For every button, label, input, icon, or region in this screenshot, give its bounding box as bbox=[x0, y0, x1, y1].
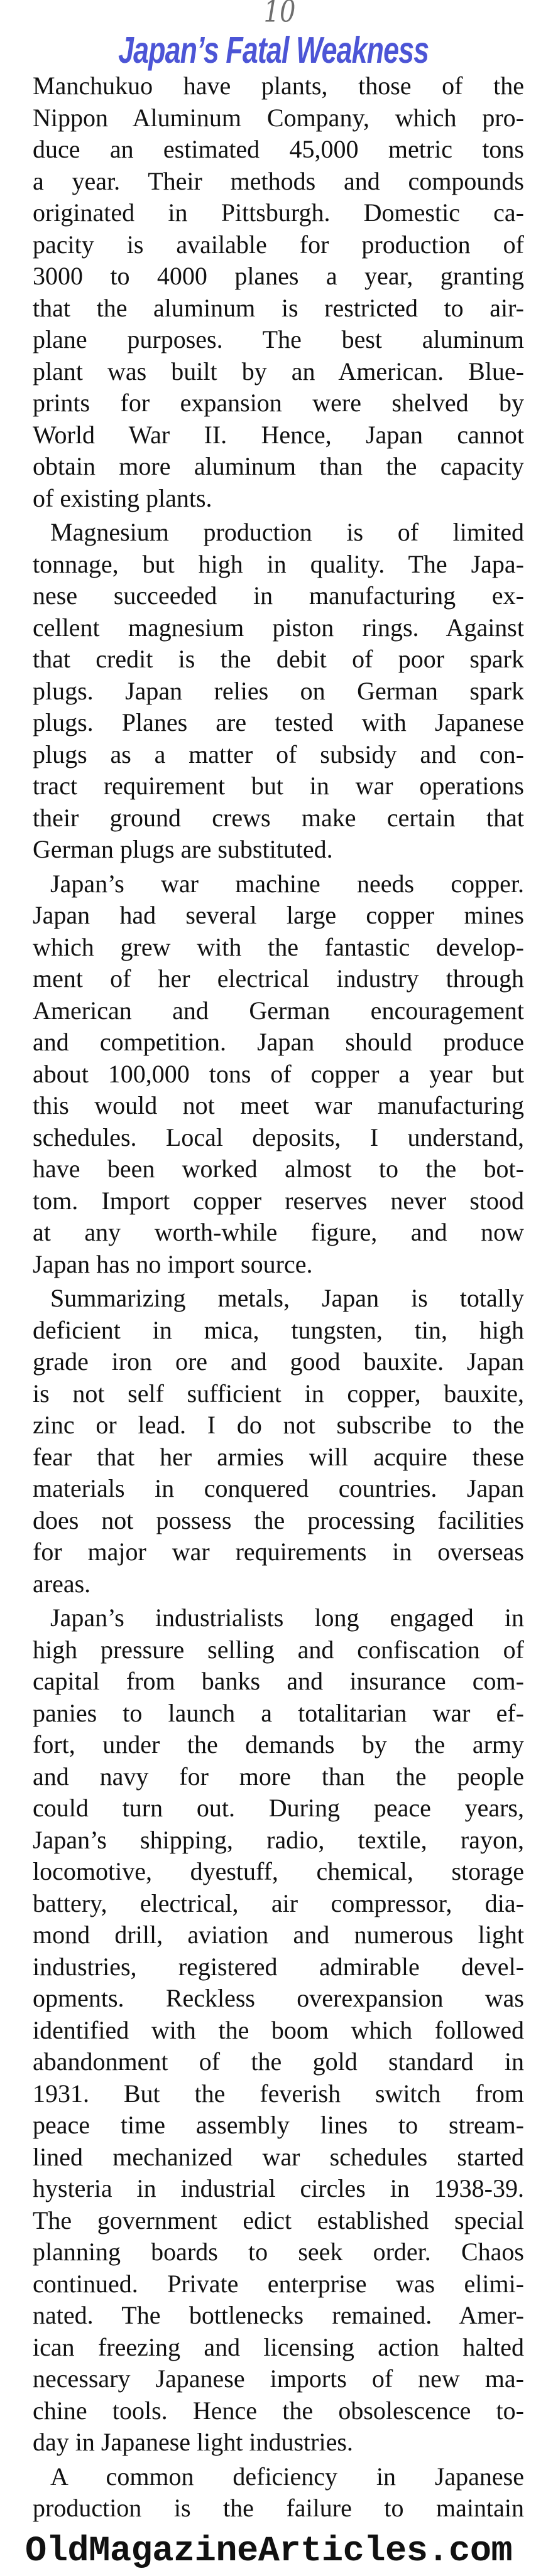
text-line: is not self sufficient in copper, bauxit… bbox=[33, 1379, 524, 1408]
text-line: and competition. Japan should produce bbox=[33, 1028, 524, 1056]
text-line: prints for expansion were shelved by bbox=[33, 389, 524, 417]
text-line: about 100,000 tons of copper a year but bbox=[33, 1059, 524, 1088]
text-line: locomotive, dyestuff, chemical, storage bbox=[33, 1857, 524, 1885]
text-line: Japan had several large copper mines bbox=[33, 901, 524, 929]
text-line: cellent magnesium piston rings. Against bbox=[33, 613, 524, 642]
text-line: battery, electrical, air compressor, dia… bbox=[33, 1889, 524, 1917]
paragraph: Manchukuo have plants, those of the Nippo… bbox=[33, 70, 524, 514]
text-line: Nippon Aluminum Company, which pro- bbox=[33, 103, 524, 132]
text-line: a year. Their methods and compounds bbox=[33, 166, 524, 195]
text-line: high pressure selling and confiscation o… bbox=[33, 1635, 524, 1664]
paragraph: Summarizing metals, Japan is totally defi… bbox=[33, 1283, 524, 1600]
text-line: opments. Reckless overexpansion was bbox=[33, 1984, 524, 2012]
text-line: that the aluminum is restricted to air- bbox=[33, 293, 524, 322]
text-line: Summarizing metals, Japan is totally bbox=[50, 1284, 524, 1312]
text-line: for major war requirements in overseas bbox=[33, 1538, 524, 1566]
text-line: planning boards to seek order. Chaos bbox=[33, 2238, 524, 2266]
paragraph: A common deficiency in Japanese productio… bbox=[33, 2461, 524, 2525]
text-line: Japan has no import source. bbox=[33, 1249, 313, 1278]
text-line: schedules. Local deposits, I understand, bbox=[33, 1123, 524, 1151]
text-line: pacity is available for production of bbox=[33, 230, 524, 259]
text-line: Japan’s war machine needs copper. bbox=[50, 869, 524, 898]
text-line: ican freezing and licensing action halte… bbox=[33, 2332, 524, 2361]
page-number: 10 bbox=[263, 0, 296, 30]
text-line: obtain more aluminum than the capacity bbox=[33, 452, 524, 480]
text-line: duce an estimated 45,000 metric tons bbox=[33, 135, 524, 163]
text-line: which grew with the fantastic develop- bbox=[33, 932, 524, 961]
text-line: chine tools. Hence the obsolescence to- bbox=[33, 2396, 524, 2425]
text-line: plane purposes. The best aluminum bbox=[33, 325, 524, 353]
text-line: does not possess the processing faciliti… bbox=[33, 1506, 524, 1534]
text-line: industries, registered admirable devel- bbox=[33, 1952, 524, 1981]
text-line: abandonment of the gold standard in bbox=[33, 2047, 524, 2076]
site-watermark: OldMagazineArticles.com bbox=[25, 2531, 513, 2572]
text-line: peace time assembly lines to stream- bbox=[33, 2111, 524, 2139]
text-line: production is the failure to maintain bbox=[33, 2494, 524, 2522]
text-line: this would not meet war manufacturing bbox=[33, 1091, 524, 1119]
text-line: of existing plants. bbox=[33, 483, 212, 512]
text-line: German plugs are substituted. bbox=[33, 835, 333, 863]
paragraph: Japan’s war machine needs copper. Japan h… bbox=[33, 868, 524, 1281]
text-line: tom. Import copper reserves never stood bbox=[33, 1186, 524, 1215]
text-line: tract requirement but in war operations bbox=[33, 772, 524, 800]
text-line: Japan’s shipping, radio, textile, rayon, bbox=[33, 1825, 524, 1854]
text-line: World War II. Hence, Japan cannot bbox=[33, 420, 524, 449]
text-line: deficient in mica, tungsten, tin, high bbox=[33, 1315, 524, 1344]
text-line: nese succeeded in manufacturing ex- bbox=[33, 581, 524, 610]
text-line: could turn out. During peace years, bbox=[33, 1794, 524, 1822]
text-line: originated in Pittsburgh. Domestic ca- bbox=[33, 198, 524, 227]
text-line: materials in conquered countries. Japan bbox=[33, 1474, 524, 1502]
text-line: mond drill, aviation and numerous light bbox=[33, 1921, 524, 1949]
text-line: plugs. Planes are tested with Japanese bbox=[33, 708, 524, 736]
text-line: day in Japanese light industries. bbox=[33, 2428, 353, 2456]
text-line: grade iron ore and good bauxite. Japan bbox=[33, 1347, 524, 1376]
text-line: and navy for more than the people bbox=[33, 1762, 524, 1791]
text-line: necessary Japanese imports of new ma- bbox=[33, 2364, 524, 2393]
paragraph: Magnesium production is of limited tonnag… bbox=[33, 517, 524, 866]
text-line: continued. Private enterprise was elimi- bbox=[33, 2269, 524, 2298]
text-line: nated. The bottlenecks remained. Amer- bbox=[33, 2301, 524, 2329]
text-line: Magnesium production is of limited bbox=[50, 518, 524, 546]
text-line: Japan’s industrialists long engaged in bbox=[50, 1603, 524, 1632]
text-line: American and German encouragement bbox=[33, 996, 524, 1025]
paragraph: Japan’s industrialists long engaged in hi… bbox=[33, 1602, 524, 2459]
article-body: Manchukuo have plants, those of the Nippo… bbox=[33, 70, 524, 2525]
text-line: capital from banks and insurance com- bbox=[33, 1667, 524, 1695]
text-line: identified with the boom which followed bbox=[33, 2015, 524, 2044]
text-line: Manchukuo have plants, those of the bbox=[33, 72, 524, 100]
text-line: hysteria in industrial circles in 1938-3… bbox=[33, 2174, 524, 2202]
text-line: 3000 to 4000 planes a year, granting bbox=[33, 262, 524, 290]
text-line: fear that her armies will acquire these bbox=[33, 1442, 524, 1471]
text-line: panies to launch a totalitarian war ef- bbox=[33, 1698, 524, 1727]
text-line: A common deficiency in Japanese bbox=[50, 2462, 524, 2491]
text-line: plant was built by an American. Blue- bbox=[33, 357, 524, 385]
text-line: have been worked almost to the bot- bbox=[33, 1155, 524, 1183]
text-line: fort, under the demands by the army bbox=[33, 1730, 524, 1759]
text-line: that credit is the debit of poor spark bbox=[33, 645, 524, 673]
text-line: ment of her electrical industry through bbox=[33, 964, 524, 993]
text-line: lined mechanized war schedules started bbox=[33, 2142, 524, 2171]
text-line: at any worth-while figure, and now bbox=[33, 1218, 524, 1246]
article-title: Japan’s Fatal Weakness bbox=[118, 30, 429, 72]
text-line: their ground crews make certain that bbox=[33, 803, 524, 832]
text-line: plugs as a matter of subsidy and con- bbox=[33, 740, 524, 768]
text-line: zinc or lead. I do not subscribe to the bbox=[33, 1411, 524, 1439]
text-line: tonnage, but high in quality. The Japa- bbox=[33, 549, 524, 578]
text-line: areas. bbox=[33, 1569, 91, 1598]
text-line: plugs. Japan relies on German spark bbox=[33, 676, 524, 705]
text-line: 1931. But the feverish switch from bbox=[33, 2079, 524, 2108]
text-line: The government edict established special bbox=[33, 2206, 524, 2234]
